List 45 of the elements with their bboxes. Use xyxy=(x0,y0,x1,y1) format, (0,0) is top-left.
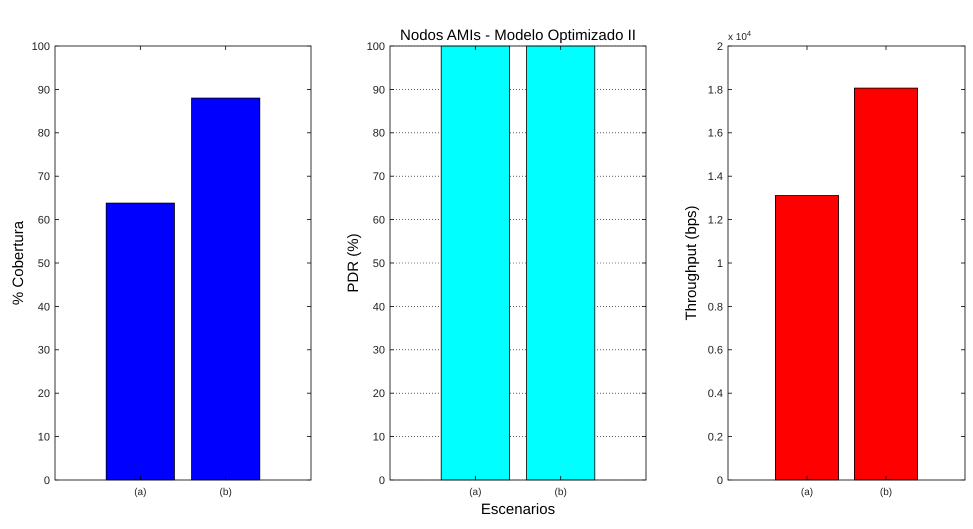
y-tick-label: 1.4 xyxy=(708,171,723,184)
y-tick-label: 0.4 xyxy=(708,388,723,400)
y-tick-label: 1.2 xyxy=(708,214,723,226)
x-tick-label: (a) xyxy=(800,487,814,498)
x-axis-title: Escenarios xyxy=(480,501,556,518)
y-tick-label: 0.8 xyxy=(708,301,723,314)
y-tick-label: 30 xyxy=(372,344,385,357)
y-tick-label: 20 xyxy=(372,388,385,400)
y-tick-label: 0.6 xyxy=(708,344,723,357)
y-tick-label: 0 xyxy=(44,474,50,487)
y-tick-label: 0.2 xyxy=(708,431,723,444)
x-tick-label: (b) xyxy=(220,487,232,498)
y-axis-title: Throughput (bps) xyxy=(683,205,700,321)
y-tick-label: 80 xyxy=(38,128,50,140)
y-axis-title: PDR (%) xyxy=(345,233,362,293)
chart-title: Nodos AMIs - Modelo Optimizado II xyxy=(400,27,636,44)
y-tick-label: 20 xyxy=(38,388,50,400)
y-tick-label: 100 xyxy=(32,40,50,53)
y-tick-label: 60 xyxy=(372,214,385,226)
y-tick-label: 1.8 xyxy=(708,84,723,96)
y-tick-label: 90 xyxy=(372,84,385,96)
x-tick-label: (b) xyxy=(554,487,567,498)
y-tick-label: 40 xyxy=(372,301,385,314)
y-tick-label: 80 xyxy=(372,128,385,140)
y-tick-label: 70 xyxy=(38,171,50,184)
y-tick-label: 100 xyxy=(366,40,385,53)
x-tick-label: (a) xyxy=(469,487,482,498)
y-tick-label: 50 xyxy=(372,258,385,270)
y-tick-label: 60 xyxy=(38,214,50,226)
y-tick-label: 50 xyxy=(38,258,50,270)
y-tick-label: 40 xyxy=(38,301,50,314)
x-tick-label: (b) xyxy=(880,487,892,498)
y-tick-label: 0 xyxy=(716,474,723,487)
y-tick-label: 1 xyxy=(716,258,723,270)
x-tick-label: (a) xyxy=(134,487,146,498)
y-tick-label: 10 xyxy=(38,431,50,444)
text: x 10$^{4}$ xyxy=(728,28,752,43)
y-tick-label: 10 xyxy=(372,431,385,444)
y-tick-label: 30 xyxy=(38,344,50,357)
y-axis-title: % Cobertura xyxy=(10,220,27,306)
y-tick-label: 1.6 xyxy=(708,128,723,140)
y-tick-label: 0 xyxy=(378,474,385,487)
y-tick-label: 2 xyxy=(716,40,723,53)
y-tick-label: 90 xyxy=(38,84,50,96)
y-tick-label: 70 xyxy=(372,171,385,184)
